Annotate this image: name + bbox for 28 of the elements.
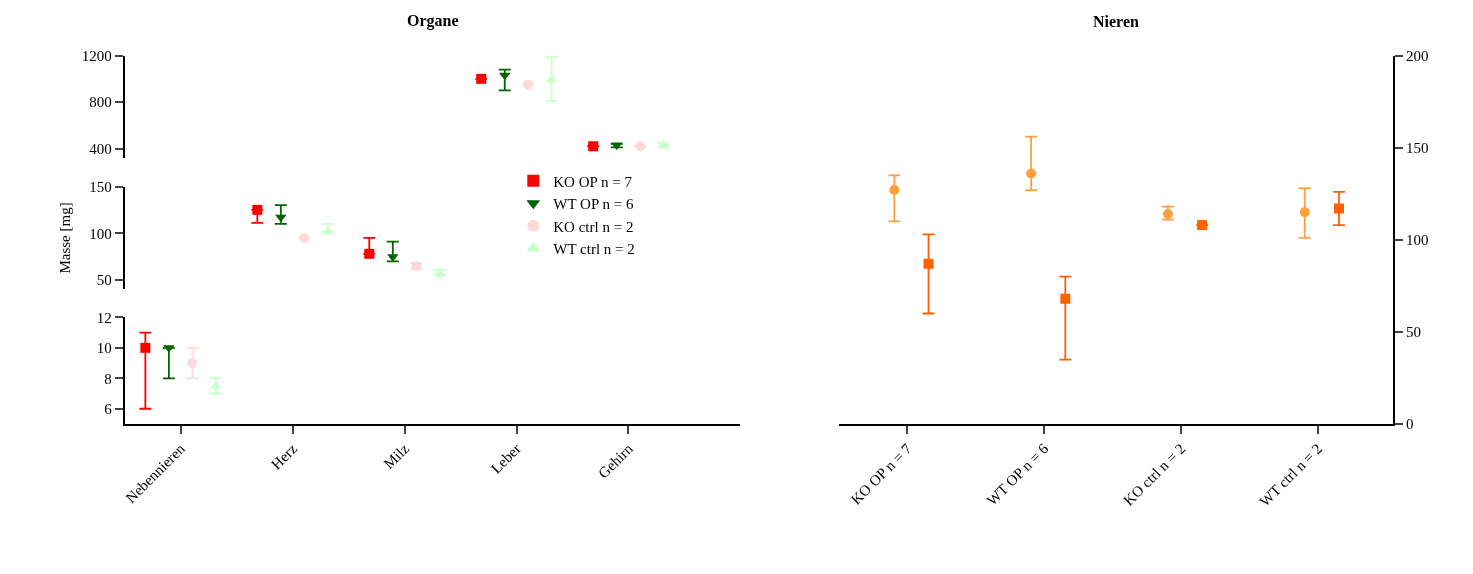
y-tick-label: 800 — [89, 94, 112, 111]
y-tick-label: 1200 — [81, 47, 112, 64]
legend-label: WT ctrl n = 2 — [553, 241, 635, 258]
y-tick-label: 0 — [1406, 416, 1414, 433]
x-tick-label: WT ctrl n = 2 — [1256, 440, 1326, 510]
y-tick-label: 50 — [96, 272, 112, 289]
y-tick-label: 150 — [1406, 139, 1429, 156]
y-tick-label: 50 — [1406, 324, 1421, 341]
chart-title: Organe — [407, 12, 459, 30]
y-tick-label: 8 — [104, 370, 112, 387]
legend-label: KO ctrl n = 2 — [553, 218, 634, 235]
y-axis-title: Masse [mg] — [56, 202, 73, 274]
y-tick-label: 100 — [1406, 232, 1429, 249]
x-tick-label: Herz — [268, 440, 301, 473]
chart-title: Nieren — [1093, 13, 1140, 30]
y-tick-label: 100 — [89, 225, 112, 242]
x-tick-label: Milz — [380, 440, 413, 472]
y-tick-label: 12 — [96, 309, 112, 326]
legend-label: KO OP n = 7 — [553, 173, 633, 190]
x-tick-label: WT OP n = 6 — [983, 440, 1052, 509]
x-tick-label: KO OP n = 7 — [847, 440, 916, 508]
y-tick-label: 6 — [104, 401, 113, 418]
y-tick-label: 200 — [1406, 47, 1429, 64]
y-tick-label: 150 — [89, 178, 112, 195]
x-tick-label: KO ctrl n = 2 — [1120, 440, 1189, 509]
legend-label: WT OP n = 6 — [553, 196, 634, 213]
y-tick-label: 10 — [96, 340, 112, 357]
y-tick-label: 400 — [89, 140, 112, 157]
